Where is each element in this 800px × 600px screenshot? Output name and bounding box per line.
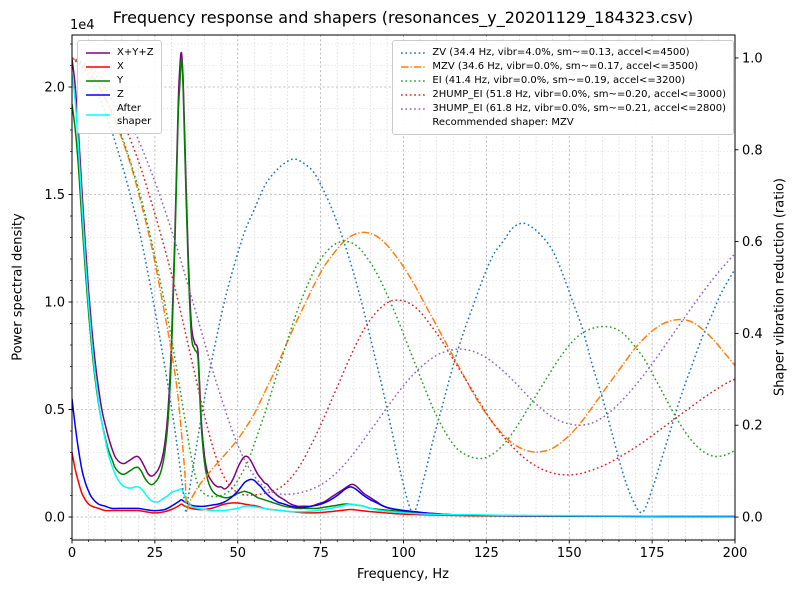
svg-text:150: 150 [557,546,582,561]
legend-item-x-label: X [117,61,124,72]
svg-text:125: 125 [474,546,499,561]
legend-item-recommended-shaper: Recommended shaper: MZV [400,116,726,129]
chart-title: Frequency response and shapers (resonanc… [112,8,694,27]
legend-item-ei-label: EI (41.4 Hz, vibr=0.0%, sm~=0.19, accel<… [432,75,686,86]
legend-item-zv-label: ZV (34.4 Hz, vibr=4.0%, sm~=0.13, accel<… [432,47,690,58]
line-swatch-icon [401,93,426,96]
legend-psd: X+Y+Z X Y Z After shaper [77,40,162,134]
svg-text:0.6: 0.6 [742,235,763,250]
legend-item-z-label: Z [117,89,124,100]
tick-labels: 0 25 50 75 100 125 150 175 200 0.0 0.5 1.0 1.5 2.0 0.0… [44,43,763,561]
legend-shapers: ZV (34.4 Hz, vibr=4.0%, sm~=0.13, accel<… [392,40,734,135]
legend-item-recommended-shaper-label: Recommended shaper: MZV [432,117,574,128]
svg-text:0.0: 0.0 [44,510,65,525]
svg-text:1.0: 1.0 [44,296,65,311]
svg-text:0: 0 [68,546,76,561]
svg-text:1.0: 1.0 [742,51,763,66]
svg-text:0.0: 0.0 [742,511,763,526]
svg-text:75: 75 [312,546,329,561]
svg-text:0.8: 0.8 [742,143,763,158]
legend-item-y: Y [85,74,154,87]
series-zv [72,57,735,514]
line-swatch-icon [401,79,426,82]
line-swatch-icon [401,51,426,54]
line-swatch-icon [86,93,110,96]
legend-item-mzv-label: MZV (34.6 Hz, vibr=0.0%, sm~=0.17, accel… [432,61,699,72]
legend-item-3hump-ei-label: 3HUMP_EI (61.8 Hz, vibr=0.0%, sm~=0.21, … [432,103,726,114]
y-axis-label-left: Power spectral density [10,213,26,361]
legend-item-x-y-z: X+Y+Z [85,46,154,59]
series-z [72,398,735,518]
svg-text:0.5: 0.5 [44,403,65,418]
line-swatch-icon [401,107,426,110]
legend-item-mzv: MZV (34.6 Hz, vibr=0.0%, sm~=0.17, accel… [400,60,726,73]
svg-text:25: 25 [147,546,164,561]
svg-text:200: 200 [723,546,748,561]
line-swatch-icon [86,79,110,82]
series-mzv [72,57,735,510]
legend-item-z: Z [85,88,154,101]
legend-item-zv: ZV (34.4 Hz, vibr=4.0%, sm~=0.13, accel<… [400,46,726,59]
svg-text:0.2: 0.2 [742,419,763,434]
svg-text:1.5: 1.5 [44,188,65,203]
series-x [72,452,735,518]
series-group [72,51,735,518]
legend-item-ei: EI (41.4 Hz, vibr=0.0%, sm~=0.19, accel<… [400,74,726,87]
svg-text:0.4: 0.4 [742,327,763,342]
legend-item-2hump-ei: 2HUMP_EI (51.8 Hz, vibr=0.0%, sm~=0.20, … [400,88,726,101]
series-ei [72,57,735,498]
legend-item-x-y-z-label: X+Y+Z [117,47,154,58]
svg-text:2.0: 2.0 [44,81,65,96]
blank-swatch [400,118,426,128]
legend-item-after-shaper-label: After shaper [117,103,152,127]
legend-item-y-label: Y [117,75,124,86]
svg-text:100: 100 [391,546,416,561]
line-swatch-icon [86,114,110,116]
line-swatch-icon [86,65,110,68]
legend-item-x: X [85,60,154,73]
x-axis-label: Frequency, Hz [356,567,450,582]
line-swatch-icon [401,65,426,68]
y-axis-offset-text: 1e4 [70,18,95,33]
legend-item-2hump-ei-label: 2HUMP_EI (51.8 Hz, vibr=0.0%, sm~=0.20, … [432,89,726,100]
y-axis-label-right: Shaper vibration reduction (ratio) [772,178,788,396]
line-swatch-icon [86,51,110,54]
svg-text:175: 175 [640,546,665,561]
legend-item-3hump-ei: 3HUMP_EI (61.8 Hz, vibr=0.0%, sm~=0.21, … [400,102,726,115]
svg-text:50: 50 [229,546,246,561]
legend-item-after-shaper: After shaper [85,102,154,128]
series-2hump-ei [72,57,735,496]
